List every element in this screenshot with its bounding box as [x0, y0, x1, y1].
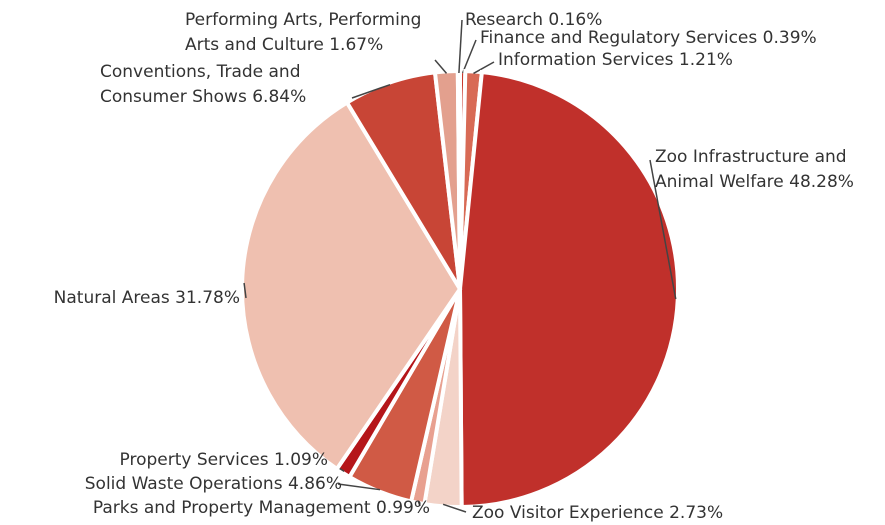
category-name: Information Services [498, 50, 674, 70]
leader-line [458, 19, 463, 74]
value-label: 1.21% [678, 50, 733, 70]
category-name: Solid Waste Operations [84, 474, 283, 494]
slice-label: Conventions, Trade and Consumer Shows 6.… [100, 60, 350, 110]
pie-slice [240, 99, 463, 472]
leader-line [461, 39, 477, 74]
slice-label: Parks and Property Management 0.99% [10, 496, 430, 521]
leader-line [442, 503, 467, 513]
slice-label: Research 0.16% [465, 8, 665, 33]
value-label: 31.78% [175, 288, 240, 308]
value-label: 0.39% [762, 28, 817, 48]
slice-label: Natural Areas 31.78% [10, 286, 240, 311]
leader-line [337, 483, 381, 491]
pie-slice [455, 68, 462, 290]
category-name: Zoo Visitor Experience [472, 503, 664, 523]
slice-label: Finance and Regulatory Services 0.39% [480, 26, 880, 51]
slice-label: Information Services 1.21% [498, 48, 798, 73]
value-label: 4.86% [287, 474, 342, 494]
leader-line [473, 61, 495, 75]
value-label: 2.73% [669, 503, 724, 523]
category-name: Property Services [119, 450, 269, 470]
leader-line [434, 59, 448, 74]
value-label: 6.84% [252, 87, 307, 107]
leader-line [417, 500, 421, 507]
value-label: 0.16% [548, 10, 603, 30]
value-label: 1.67% [329, 35, 384, 55]
slice-label: Performing Arts, Performing Arts and Cul… [185, 8, 435, 58]
category-name: Research [465, 10, 543, 30]
category-name: Finance and Regulatory Services [480, 28, 758, 48]
category-name: Natural Areas [53, 288, 170, 308]
value-label: 0.99% [375, 498, 430, 518]
slice-label: Zoo Infrastructure and Animal Welfare 48… [655, 145, 885, 195]
leader-line [243, 282, 247, 299]
value-label: 48.28% [789, 172, 854, 192]
leader-line [649, 159, 677, 300]
slice-label: Property Services 1.09% [88, 448, 328, 473]
value-label: 1.09% [273, 450, 328, 470]
leader-line [351, 83, 391, 99]
slice-label: Solid Waste Operations 4.86% [42, 472, 342, 497]
category-name: Zoo Infrastructure and Animal Welfare [655, 147, 847, 192]
slice-label: Zoo Visitor Experience 2.73% [472, 501, 772, 525]
category-name: Performing Arts, Performing Arts and Cul… [185, 10, 422, 55]
pie-slice [457, 69, 680, 510]
category-name: Parks and Property Management [92, 498, 371, 518]
category-name: Conventions, Trade and Consumer Shows [100, 62, 301, 107]
